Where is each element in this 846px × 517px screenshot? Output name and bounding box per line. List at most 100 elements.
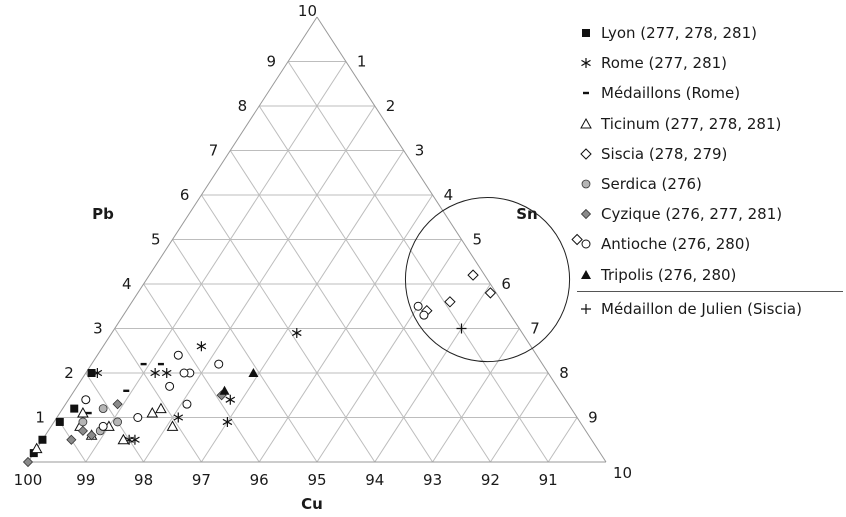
data-point-filled-triangle: [248, 368, 259, 377]
cu-tick-label: 98: [134, 471, 153, 489]
pb-tick-label: 1: [35, 409, 45, 427]
data-point-open-triangle: [155, 402, 167, 414]
legend-item: Tripolis (276, 280): [575, 260, 843, 290]
data-point-dash: [157, 362, 164, 366]
sn-axis-title: Sn: [516, 205, 537, 223]
data-point-filled-circle: [78, 417, 88, 427]
frame-right-edge: [316, 16, 607, 463]
legend-label: Médaillons (Rome): [601, 84, 741, 103]
legend-symbol-dash: [575, 86, 597, 100]
sn-tick-label: 8: [559, 364, 569, 382]
data-point-open-circle: [214, 359, 224, 369]
pb-tick-label: 10: [298, 2, 317, 20]
data-point-open-circle: [98, 421, 108, 431]
data-point-filled-square: [70, 404, 79, 413]
data-point-asterisk: [291, 327, 302, 338]
legend: Lyon (277, 278, 281) Rome (277, 281) Médai…: [575, 18, 843, 324]
data-point-open-triangle: [117, 433, 130, 445]
gridline-cu: [114, 328, 202, 463]
sn-tick-label: 9: [588, 409, 598, 427]
data-point-open-circle: [413, 301, 423, 311]
cu-tick-label: 91: [539, 471, 558, 489]
legend-symbol-plus: [575, 302, 597, 316]
gridline-cu: [287, 61, 549, 463]
data-point-filled-square: [38, 435, 47, 444]
pb-axis-title: Pb: [92, 205, 114, 223]
legend-item: Serdica (276): [575, 169, 843, 199]
cu-tick-label: 96: [250, 471, 269, 489]
legend-label: Médaillon de Julien (Siscia): [601, 299, 802, 318]
data-point-asterisk: [173, 412, 184, 423]
legend-marker: [581, 239, 591, 249]
data-point-open-triangle: [166, 420, 179, 431]
cu-tick-label: 93: [423, 471, 442, 489]
data-point-open-triangle: [146, 407, 159, 418]
cu-axis-title: Cu: [301, 495, 323, 513]
data-point-asterisk: [161, 368, 172, 378]
sn-tick-label: 1: [357, 53, 367, 71]
pb-tick-label: 4: [122, 275, 132, 293]
legend-marker: [582, 29, 590, 38]
data-point-open-circle: [419, 310, 429, 320]
sn-tick-label: 2: [386, 97, 396, 115]
gridline-sn: [85, 61, 347, 463]
legend-label: Rome (277, 281): [601, 54, 728, 73]
legend-symbol-filled-circle: [575, 177, 597, 191]
legend-label: Siscia (278, 279): [601, 144, 728, 163]
cu-tick-label: 92: [481, 471, 500, 489]
legend-symbol-filled-triangle: [575, 268, 597, 282]
ternary-frame: [27, 16, 607, 463]
data-point-asterisk: [150, 368, 160, 378]
sn-tick-label: 10: [613, 464, 632, 482]
sn-tick-label: 6: [501, 275, 511, 293]
data-point-filled-triangle: [219, 385, 230, 395]
gridline-sn: [316, 239, 462, 463]
pb-tick-label: 8: [238, 97, 248, 115]
legend-marker: [581, 269, 591, 279]
pb-tick-label: 3: [93, 320, 103, 338]
data-point-asterisk: [225, 394, 236, 405]
data-point-open-diamond: [444, 296, 456, 308]
legend-item: Antioche (276, 280): [575, 229, 843, 259]
legend-item: Médaillons (Rome): [575, 78, 843, 108]
data-point-dash: [123, 389, 130, 392]
gridline-cu: [172, 239, 318, 463]
data-point-open-circle: [165, 381, 175, 391]
gridline-sn: [200, 150, 405, 463]
pb-tick-label: 5: [151, 231, 161, 249]
data-point-asterisk: [92, 368, 103, 378]
legend-label: Serdica (276): [601, 175, 702, 194]
data-point-plus: [456, 323, 467, 334]
legend-marker: [581, 303, 591, 314]
legend-item: Ticinum (277, 278, 281): [575, 109, 843, 139]
data-point-filled-diamond: [86, 430, 97, 441]
sn-tick-label: 4: [444, 186, 454, 204]
legend-marker: [580, 148, 592, 160]
data-point-filled-diamond: [77, 425, 88, 436]
legend-label: Antioche (276, 280): [601, 235, 751, 254]
data-point-open-triangle: [30, 442, 43, 454]
data-point-filled-diamond: [112, 399, 123, 410]
legend-label: Lyon (277, 278, 281): [601, 24, 757, 43]
data-point-asterisk: [222, 416, 233, 427]
data-point-open-circle: [81, 395, 91, 405]
gridline-cu: [229, 150, 434, 463]
gridline-cu: [85, 372, 145, 463]
frame-left-edge: [27, 16, 318, 463]
tick-labels: 100 99 98 97 96 95 94 93 92 91 1 2 3 4 5 6 7 8 9 10 1 2 3 4 5 6 7 8…: [14, 2, 632, 489]
data-point-open-triangle: [77, 407, 89, 418]
data-point-filled-square: [55, 417, 64, 426]
gridline-cu: [258, 105, 491, 463]
data-point-open-circle: [179, 368, 189, 378]
data-point-open-circle: [182, 399, 192, 409]
data-point-dash: [140, 362, 147, 366]
annotation-layer: [404, 196, 571, 363]
legend-label: Tripolis (276, 280): [601, 265, 737, 284]
legend-item: Rome (277, 281): [575, 48, 843, 78]
legend-label: Cyzique (276, 277, 281): [601, 205, 783, 224]
data-point-asterisk: [130, 434, 140, 445]
data-points: [22, 233, 583, 468]
data-point-filled-square: [87, 369, 96, 377]
legend-symbol-asterisk: [575, 56, 597, 70]
